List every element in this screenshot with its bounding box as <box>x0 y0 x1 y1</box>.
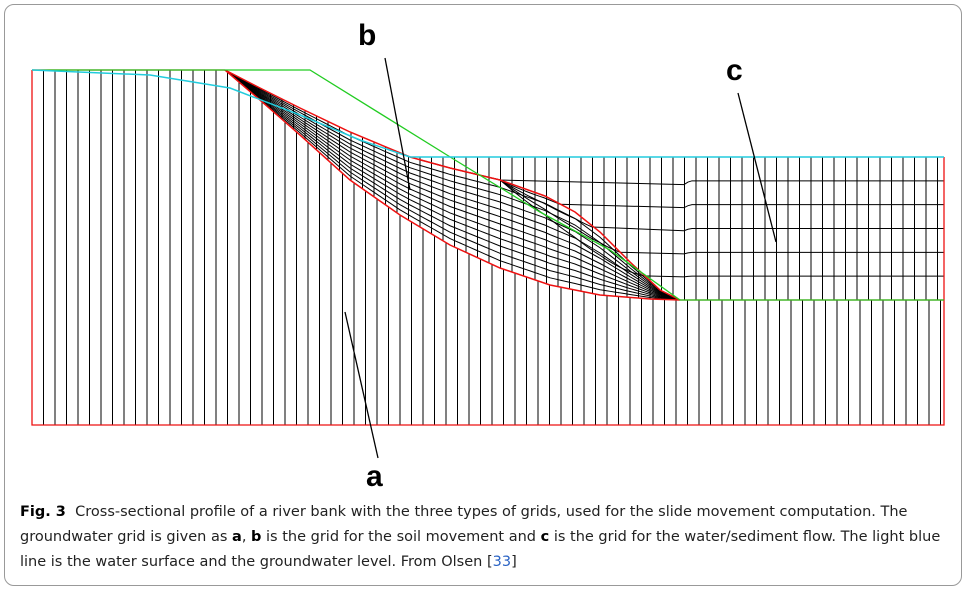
citation-link[interactable]: 33 <box>493 554 511 570</box>
caption-label: Fig. 3 <box>20 504 66 520</box>
label-c: c <box>726 54 743 87</box>
groundwater-grid-line <box>32 70 944 300</box>
page: b c a Fig. 3 Cross-sectional profile of … <box>0 0 969 592</box>
grid-c-line <box>420 160 944 254</box>
caption-bold: c <box>541 529 550 545</box>
figure: b c a <box>0 0 969 500</box>
grid-c-line <box>420 160 944 277</box>
grid-c-line <box>420 160 944 231</box>
label-a: a <box>366 460 383 493</box>
leader-a <box>345 312 378 458</box>
caption-bold: a <box>232 529 242 545</box>
caption-bold: b <box>251 529 261 545</box>
grid-c-line <box>420 160 944 208</box>
boundary <box>32 70 944 425</box>
leader-c <box>738 93 776 242</box>
caption-text: , <box>242 529 251 545</box>
label-b: b <box>358 19 376 52</box>
caption: Fig. 3 Cross-sectional profile of a rive… <box>20 500 950 575</box>
caption-text: ] <box>511 554 517 570</box>
caption-text: is the grid for the soil movement and <box>261 529 540 545</box>
water-surface <box>32 70 944 157</box>
grid-c-line <box>420 160 944 185</box>
